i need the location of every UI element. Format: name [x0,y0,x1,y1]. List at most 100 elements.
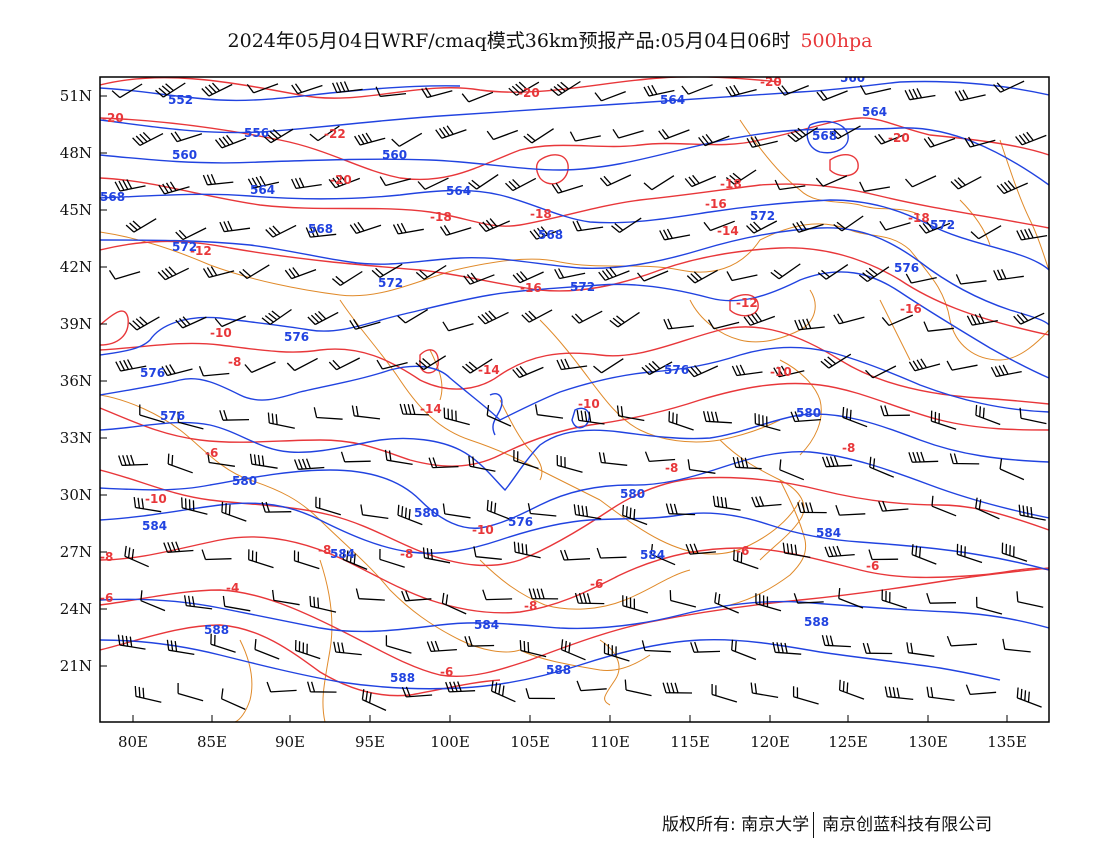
wind-barb [643,84,675,97]
wind-barb [711,684,738,703]
lon-label: 120E [750,733,790,751]
wind-barb [115,359,147,372]
wind-barb [261,501,292,513]
wind-barb [681,84,713,95]
height-contour [100,502,1049,571]
wind-barb [732,456,762,470]
wind-barb [1001,542,1028,562]
wind-barb [611,217,642,233]
height-contour [100,127,1049,186]
wind-barb [698,134,730,147]
wind-barb [815,175,848,187]
wind-barb [291,177,322,190]
temperature-label: -8 [842,441,855,455]
wind-barb [824,545,855,558]
wind-barb [222,595,251,612]
wind-barb [512,365,544,379]
wind-barb [993,80,1025,93]
longitude-axis: 80E 85E 90E 95E 100E 105E 110E 115E 120E 125E 130E… [118,715,1027,751]
temperature-contour [729,294,759,317]
wind-barb [117,634,146,650]
wind-barb [198,365,230,377]
lon-label: 85E [197,733,227,751]
wind-barb [569,131,601,142]
lon-label: 130E [908,733,948,751]
height-label: 584 [142,519,167,533]
wind-barb [461,91,494,103]
height-label: 580 [232,474,257,488]
height-label: 572 [378,276,403,290]
wind-barb [551,182,584,194]
wind-barb [371,263,403,278]
wind-barb [904,88,936,101]
wind-barb [445,681,476,693]
wind-barb [175,227,207,241]
height-label: 552 [168,93,193,107]
wind-barb [249,453,278,469]
temperature-labels: -20 -20 -20 -22 -20 -20 -18 -18 -18 -18 … [100,77,930,679]
wind-barb [523,128,554,144]
wind-barb [309,125,340,142]
wind-barb [954,89,986,102]
height-contour [100,189,1049,271]
wind-barb [878,500,909,512]
wind-barb [175,316,207,329]
wind-barb [725,84,757,97]
temperature-label: -22 [324,127,346,141]
wind-barb [219,220,251,233]
wind-barb [993,269,1024,281]
temperature-label: -10 [472,523,494,537]
wind-barb [525,688,556,700]
temperature-label: -14 [717,224,739,238]
height-contour [100,227,1049,326]
wind-barb [975,596,1003,615]
height-label: 576 [284,330,309,344]
wind-barb [401,686,433,698]
wind-barb [686,269,718,284]
wind-barb [970,225,1002,240]
wind-barb [331,270,363,286]
wind-barb [685,543,716,555]
wind-barb [379,548,405,568]
wind-barb [926,686,955,702]
wind-barb [247,175,280,189]
wind-barb [167,453,193,474]
temperature-label: -10 [145,492,167,506]
wind-barb [726,271,758,282]
wind-barb [132,131,164,146]
wind-barb [665,503,696,516]
wind-barb [221,501,247,522]
wind-barb [797,502,827,514]
wind-barb [792,220,824,233]
wind-barb [816,90,848,102]
wind-barb [528,588,559,600]
wind-barb [779,459,805,481]
wind-barb [139,404,165,424]
wind-barb [869,456,895,478]
wind-barb [177,411,204,430]
wind-barb [931,495,957,517]
wind-barb [486,405,512,427]
wind-barb [254,639,280,660]
wind-barb [442,321,474,332]
wind-barb [534,404,564,419]
wind-barb [930,410,957,430]
wind-barb [659,228,691,241]
lat-label: 45N [60,201,92,219]
wind-barb [644,451,676,463]
border-line [539,319,781,443]
temperature-label: -18 [430,210,452,224]
wind-barb [966,313,998,326]
wind-barb [731,364,763,377]
wind-barb [181,497,208,515]
wind-barb [508,81,540,96]
lat-label: 39N [60,315,92,333]
height-label: 576 [894,261,919,275]
wind-barb [214,315,246,328]
wind-barb [911,544,937,565]
wind-barb [307,310,339,326]
temperature-label: -12 [736,296,758,310]
temperature-label: -20 [102,111,124,125]
wind-barb [817,264,849,280]
temperature-label: -8 [524,599,537,613]
